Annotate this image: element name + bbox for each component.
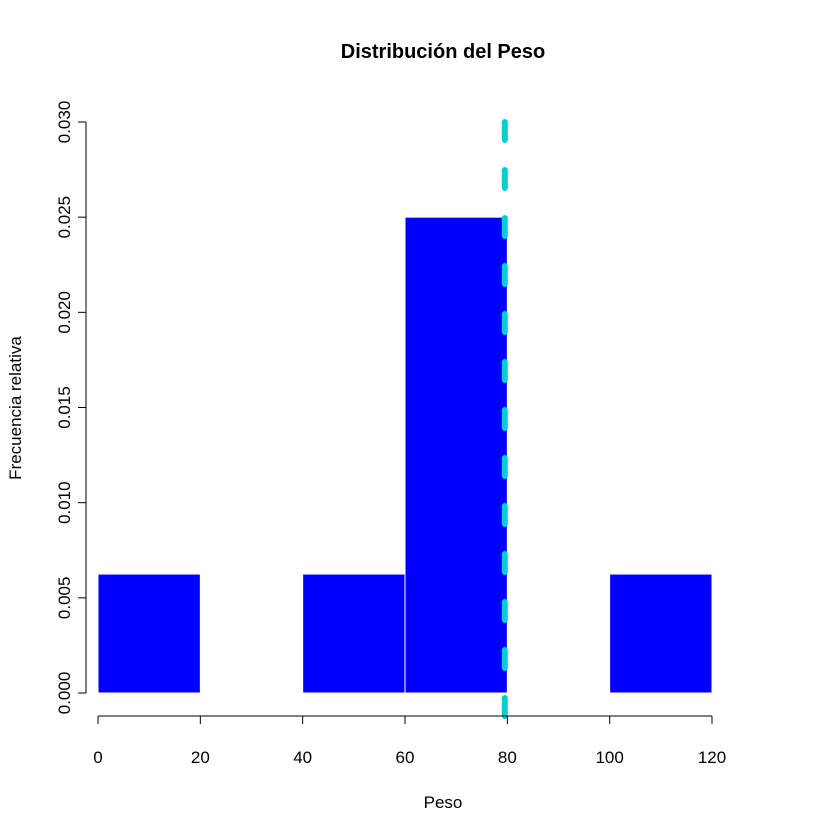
histogram-bar [302,573,406,694]
x-axis: 0 20 40 60 80 100 120 [93,715,726,767]
y-tick-label: 0.025 [55,196,74,239]
y-tick-label: 0.015 [55,386,74,429]
x-tick-label: 40 [293,748,312,767]
y-tick-label: 0.020 [55,291,74,334]
x-tick-label: 100 [595,748,623,767]
histogram-bar [404,216,508,694]
y-axis: 0.000 0.005 0.010 0.015 0.020 0.025 0.030 [55,101,87,715]
histogram-bar [609,573,713,694]
y-tick-label: 0.000 [55,672,74,715]
chart-title: Distribución del Peso [341,41,545,63]
x-tick-label: 80 [498,748,517,767]
y-tick-label: 0.005 [55,577,74,620]
histogram-bar [97,573,201,694]
x-tick-label: 0 [93,748,102,767]
x-tick-label: 120 [698,748,726,767]
bars-group [97,216,713,694]
y-tick-label: 0.030 [55,101,74,144]
x-tick-label: 60 [396,748,415,767]
x-axis-label: Peso [424,793,463,812]
y-tick-label: 0.010 [55,481,74,524]
x-tick-label: 20 [191,748,210,767]
y-axis-label: Frecuencia relativa [6,336,25,480]
